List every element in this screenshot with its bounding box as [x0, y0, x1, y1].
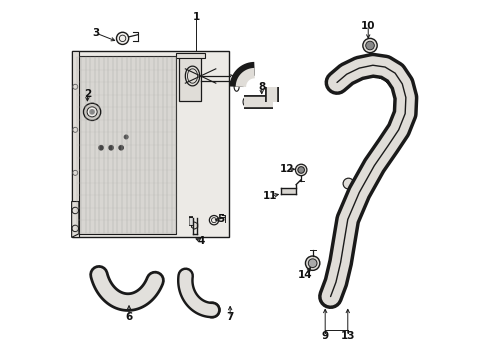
Circle shape	[362, 39, 376, 53]
Text: 8: 8	[258, 82, 265, 92]
Circle shape	[204, 302, 220, 318]
Circle shape	[99, 145, 103, 150]
Text: 2: 2	[83, 89, 91, 99]
Circle shape	[333, 79, 340, 86]
Text: 7: 7	[226, 312, 233, 322]
Circle shape	[109, 145, 113, 150]
Circle shape	[365, 41, 373, 50]
Circle shape	[116, 32, 128, 44]
Text: 1: 1	[192, 12, 199, 22]
Circle shape	[83, 103, 101, 121]
Text: 4: 4	[197, 236, 205, 246]
Text: 3: 3	[92, 28, 99, 38]
Circle shape	[308, 259, 316, 267]
Polygon shape	[191, 222, 197, 229]
Circle shape	[297, 167, 304, 173]
Circle shape	[90, 110, 94, 114]
FancyBboxPatch shape	[72, 51, 229, 237]
FancyBboxPatch shape	[281, 188, 296, 194]
Circle shape	[330, 76, 343, 89]
Text: 11: 11	[263, 191, 277, 201]
Circle shape	[305, 256, 319, 270]
Polygon shape	[72, 202, 79, 237]
Circle shape	[124, 135, 128, 139]
Text: 6: 6	[125, 312, 132, 322]
Circle shape	[119, 145, 123, 150]
FancyBboxPatch shape	[179, 54, 201, 101]
Text: 12: 12	[280, 164, 294, 174]
Circle shape	[343, 178, 353, 189]
Text: 5: 5	[217, 215, 224, 224]
Text: 13: 13	[340, 331, 354, 341]
Circle shape	[87, 107, 97, 117]
Circle shape	[295, 164, 306, 176]
Polygon shape	[77, 56, 176, 234]
Text: 10: 10	[360, 21, 375, 31]
Text: 9: 9	[321, 331, 328, 341]
FancyBboxPatch shape	[72, 51, 79, 237]
Polygon shape	[176, 53, 204, 58]
Text: 14: 14	[298, 270, 312, 280]
Circle shape	[209, 216, 218, 225]
